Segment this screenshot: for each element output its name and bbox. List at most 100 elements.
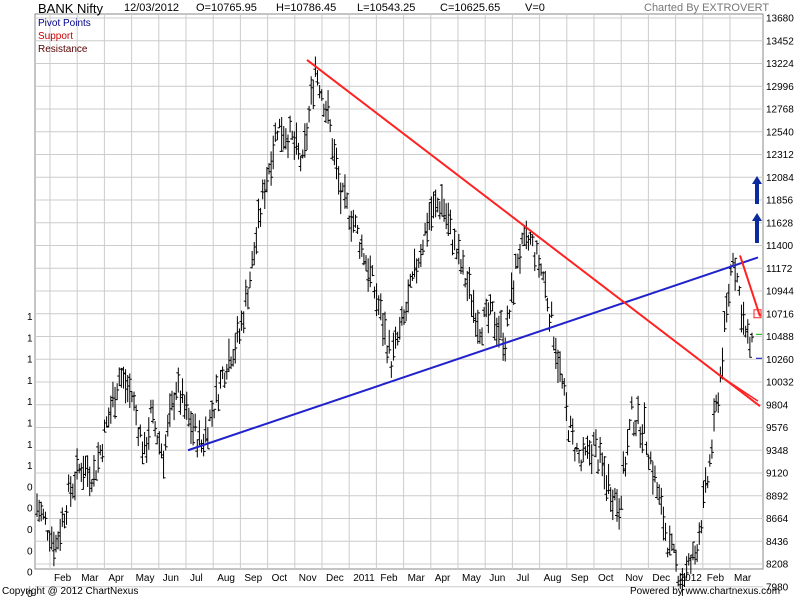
price-bar <box>619 495 624 510</box>
up-arrow-upper <box>752 176 762 204</box>
price-bar <box>659 487 664 515</box>
resistance-marker <box>753 309 762 319</box>
left-tick-label: 1 <box>27 312 33 323</box>
resistance-trendline-short <box>724 378 759 402</box>
price-bar <box>214 374 219 403</box>
x-tick-label: Apr <box>435 573 451 584</box>
price-bar <box>543 270 548 299</box>
x-tick-label: Jul <box>190 573 203 584</box>
y-tick-label: 11400 <box>766 241 794 252</box>
y-tick-label: 7980 <box>766 582 789 593</box>
price-bar <box>288 115 293 133</box>
price-bar <box>562 378 567 396</box>
price-bar <box>593 429 598 458</box>
price-bar <box>138 424 143 438</box>
price-bar <box>690 541 695 561</box>
price-bar <box>245 288 250 310</box>
price-bar <box>420 239 425 256</box>
price-bar <box>410 271 415 281</box>
price-bar <box>486 302 491 334</box>
y-tick-label: 12768 <box>766 105 794 116</box>
price-bar <box>429 196 434 231</box>
price-bar <box>353 214 358 228</box>
price-bar <box>629 396 634 410</box>
price-bar <box>726 283 731 307</box>
price-bar <box>674 549 679 572</box>
symbol-name: BANK Nifty <box>38 1 104 16</box>
chart-credit: Charted By EXTROVERT <box>644 2 770 14</box>
price-bar <box>536 254 541 278</box>
price-bar <box>652 465 657 483</box>
price-bar <box>604 475 609 501</box>
price-bar <box>279 116 284 152</box>
price-bar <box>96 442 101 473</box>
legend-resistance: Resistance <box>38 44 88 55</box>
x-tick-label: Feb <box>707 573 725 584</box>
price-bar <box>648 451 653 465</box>
left-tick-label: 0 <box>27 525 33 536</box>
price-bar <box>579 459 584 472</box>
x-tick-label: Dec <box>652 573 670 584</box>
volume-readout: V=0 <box>525 2 545 14</box>
left-tick-label: 0 <box>27 504 33 515</box>
x-tick-label: May <box>462 573 481 584</box>
price-bar <box>205 427 210 450</box>
price-bar <box>737 285 742 296</box>
price-bar <box>134 404 139 426</box>
copyright-text: Copyright @ 2012 ChartNexus <box>2 586 139 597</box>
price-bar <box>532 252 537 272</box>
price-bar <box>191 414 196 446</box>
date-readout: 12/03/2012 <box>124 2 180 14</box>
left-tick-label: 1 <box>27 440 33 451</box>
price-bar <box>370 265 375 277</box>
x-tick-label: Oct <box>272 573 288 584</box>
legend-support: Support <box>38 31 74 42</box>
y-axis: 13680 13452 13224 12996 12768 12540 12312 12084… <box>766 14 794 594</box>
price-bar <box>452 228 457 251</box>
left-tick-label: 1 <box>27 397 33 408</box>
left-tick-label: 1 <box>27 355 33 366</box>
y-tick-label: 10032 <box>766 378 794 389</box>
left-tick-label: 1 <box>27 376 33 387</box>
price-bar <box>699 520 704 534</box>
left-axis: 1 1 1 1 1 1 1 1 0 0 0 0 0 0 <box>27 312 33 600</box>
y-tick-label: 9348 <box>766 446 789 457</box>
price-bar <box>359 234 364 257</box>
price-bar <box>296 142 301 160</box>
price-bar <box>475 309 480 344</box>
price-bar <box>235 316 240 343</box>
price-bar <box>705 476 710 489</box>
left-tick-label: 0 <box>27 568 33 579</box>
price-bar <box>127 373 132 409</box>
price-bar <box>461 249 466 275</box>
price-bar <box>64 505 69 525</box>
price-bar <box>577 449 582 464</box>
price-bar <box>304 122 309 151</box>
x-tick-label: Nov <box>625 573 643 584</box>
resistance-trendline-major <box>306 59 761 407</box>
price-bar <box>467 266 472 299</box>
price-bar <box>606 463 611 495</box>
price-bar <box>210 400 215 427</box>
price-bar <box>326 90 331 124</box>
price-bar <box>75 448 80 480</box>
price-bar <box>507 309 512 319</box>
price-bar <box>566 430 571 443</box>
price-bar <box>264 167 269 193</box>
price-bar <box>102 419 107 433</box>
price-bar <box>180 378 185 404</box>
price-bar <box>336 166 341 195</box>
price-bar <box>275 130 280 140</box>
price-bar <box>644 441 649 456</box>
price-bar <box>661 506 666 541</box>
powered-by-text: Powered by www.chartnexus.com <box>630 586 781 597</box>
price-bar <box>408 273 413 288</box>
trend-lines <box>187 59 762 452</box>
price-bar <box>387 329 392 354</box>
price-bar <box>311 79 316 110</box>
x-tick-label: Mar <box>408 573 426 584</box>
price-bar <box>589 444 594 475</box>
price-bar <box>680 568 685 596</box>
price-bar <box>581 437 586 463</box>
price-bar <box>140 441 145 465</box>
